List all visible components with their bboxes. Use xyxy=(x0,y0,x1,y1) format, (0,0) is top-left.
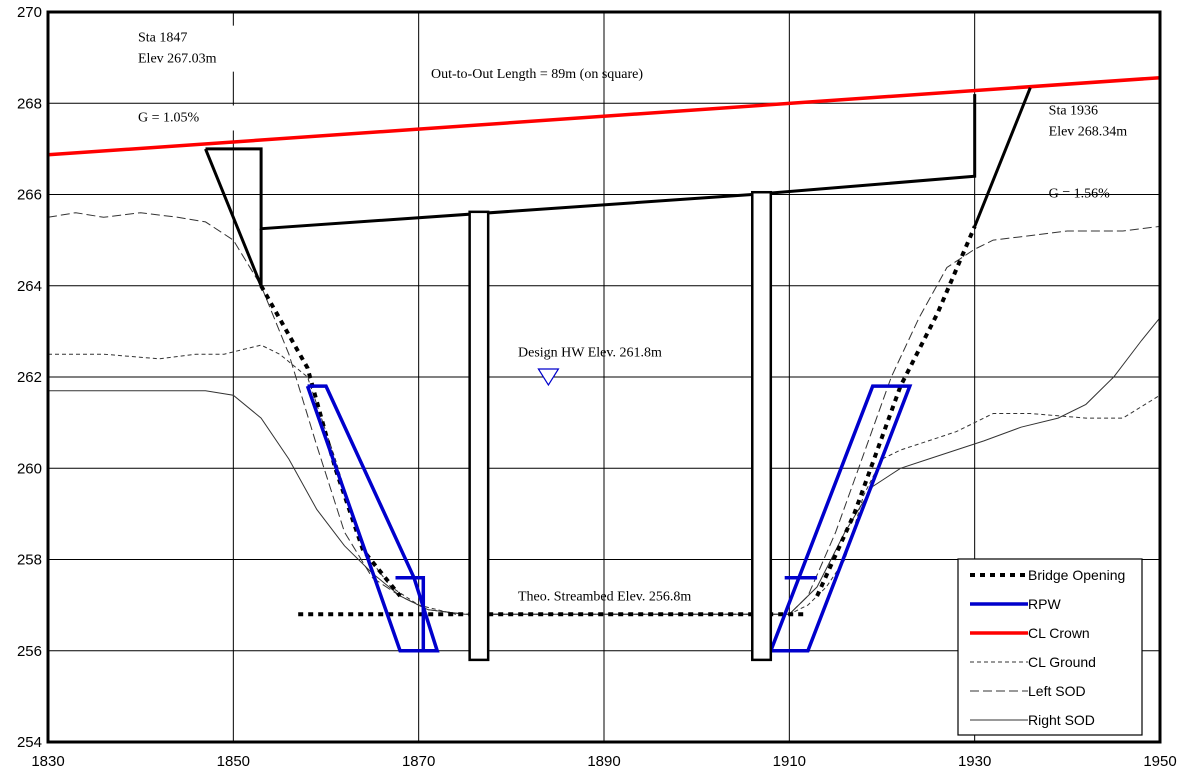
plot-frame xyxy=(46,10,1162,744)
legend-box xyxy=(957,558,1143,736)
series-rpw-line xyxy=(395,575,426,651)
annotation-background xyxy=(132,105,262,131)
pier xyxy=(468,210,490,662)
legend-label: Right SOD xyxy=(1028,712,1095,728)
legend-label: RPW xyxy=(1028,596,1061,612)
bridge-deck-outline xyxy=(205,94,977,231)
annotation-design-hw: Design HW Elev. 261.8m xyxy=(518,345,662,360)
x-tick-label: 1870 xyxy=(402,753,435,770)
y-tick-label: 264 xyxy=(17,278,42,295)
y-tick-label: 266 xyxy=(17,187,42,204)
legend-label: Left SOD xyxy=(1028,683,1086,699)
abutment-line xyxy=(973,87,1032,227)
annotation-background xyxy=(132,25,262,72)
y-tick-label: 260 xyxy=(17,460,42,477)
annotation-right-grade: G = 1.56% xyxy=(1049,187,1111,202)
x-tick-label: 1910 xyxy=(773,753,806,770)
x-tick-label: 1930 xyxy=(958,753,991,770)
y-tick-label: 258 xyxy=(17,552,42,569)
x-tick-label: 1830 xyxy=(31,753,64,770)
axis-tick-labels: 1830 1850 1870 1890 1910 1930 1950 254 256 258 260… xyxy=(17,4,1177,770)
y-tick-label: 270 xyxy=(17,4,42,21)
annotation-left-sta: Elev 267.03m xyxy=(138,52,217,67)
x-tick-label: 1950 xyxy=(1143,753,1176,770)
series-cl-crown-line xyxy=(47,75,1161,157)
legend: Bridge Opening RPW CL Crown CL Ground Left S… xyxy=(957,558,1143,736)
y-tick-label: 268 xyxy=(17,95,42,112)
x-tick-label: 1890 xyxy=(587,753,620,770)
annotation-right-sta: Sta 1936 xyxy=(1049,104,1098,119)
annotation-streambed: Theo. Streambed Elev. 256.8m xyxy=(518,590,691,605)
annotation-left-grade: G = 1.05% xyxy=(138,111,200,126)
y-tick-label: 262 xyxy=(17,369,42,386)
annotation-length: Out-to-Out Length = 89m (on square) xyxy=(431,67,643,82)
x-tick-label: 1850 xyxy=(217,753,250,770)
annotations: Sta 1847 Elev 267.03m G = 1.05% Out-to-Out … xyxy=(132,25,1128,605)
water-level-triangle-icon xyxy=(537,368,560,387)
y-tick-label: 256 xyxy=(17,643,42,660)
y-tick-label: 254 xyxy=(17,734,42,751)
abutment-line xyxy=(204,148,263,287)
annotation-left-sta: Sta 1847 xyxy=(138,31,187,46)
series-layer xyxy=(47,75,1161,653)
bridge-structure xyxy=(204,87,1032,662)
legend-label: CL Crown xyxy=(1028,625,1090,641)
series-bridge-opening-line xyxy=(259,284,402,598)
pier xyxy=(751,190,773,662)
series-rpw-line xyxy=(768,384,913,653)
annotation-right-sta: Elev 268.34m xyxy=(1049,125,1128,140)
series-rpw-line xyxy=(305,384,440,653)
legend-label: Bridge Opening xyxy=(1028,567,1125,583)
series-bridge-opening-line xyxy=(815,225,977,597)
legend-label: CL Ground xyxy=(1028,654,1096,670)
